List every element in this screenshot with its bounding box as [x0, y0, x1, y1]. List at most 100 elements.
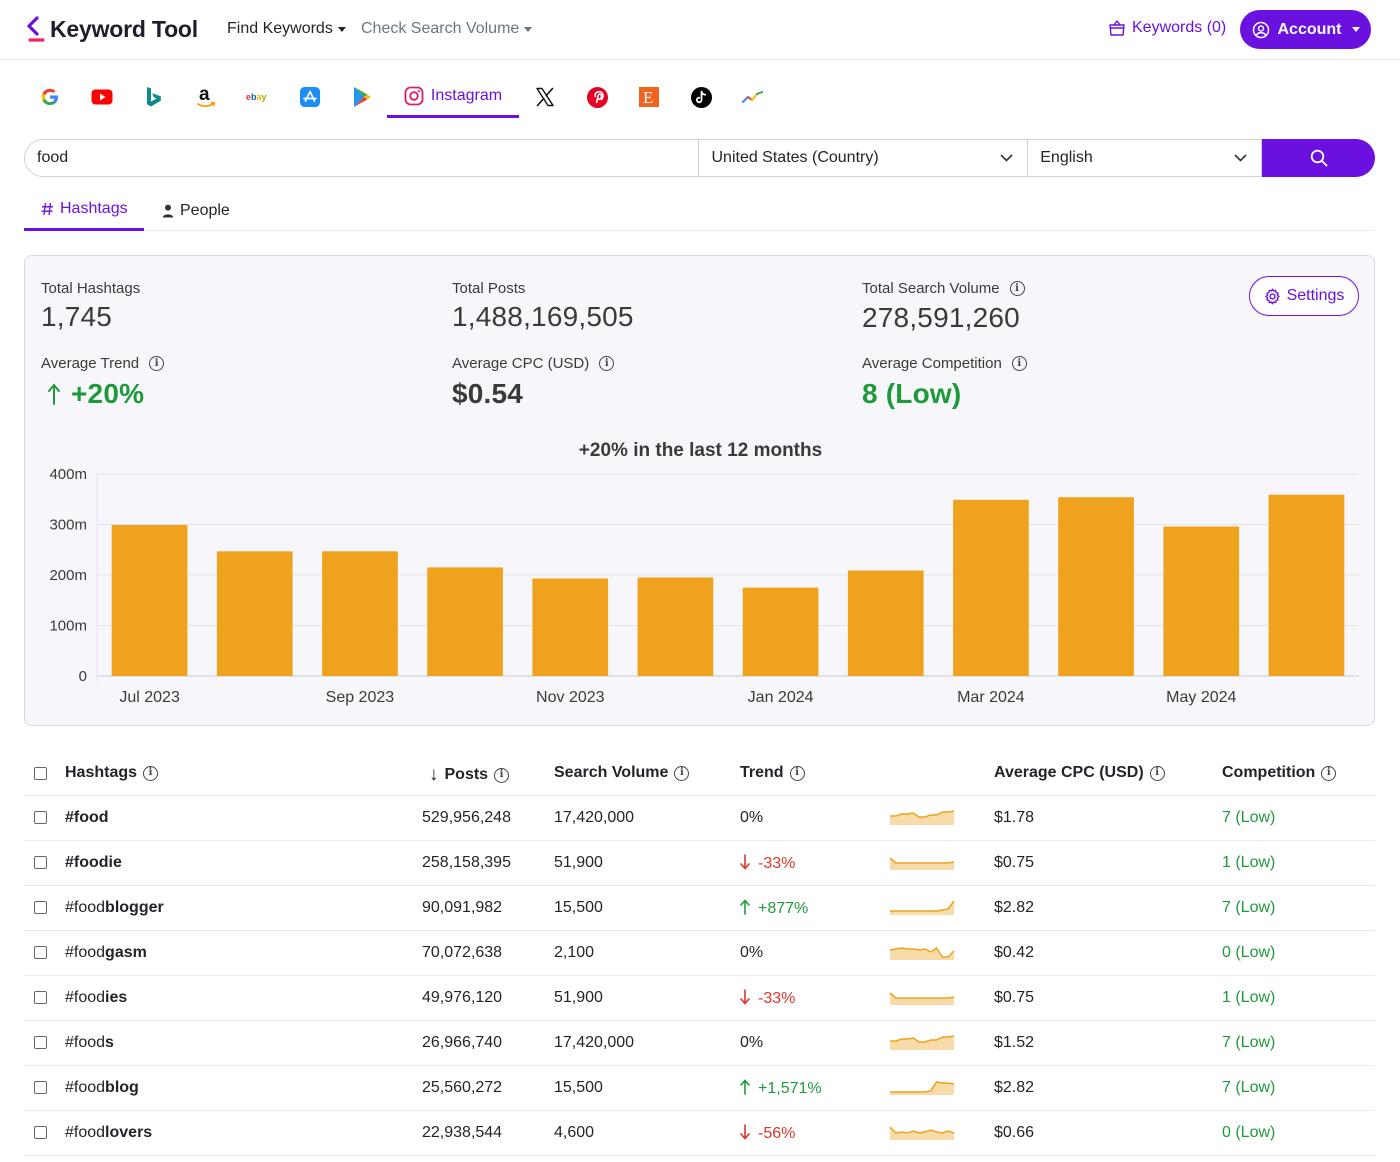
arrow-down-icon [740, 989, 750, 1005]
tab-youtube[interactable] [90, 76, 114, 118]
hashtag-cell[interactable]: #foodlovers [65, 1124, 152, 1142]
column-posts[interactable]: ↓ Posts i [429, 764, 510, 786]
account-label: Account [1277, 20, 1342, 38]
row-checkbox[interactable] [34, 811, 47, 824]
tab-tiktok[interactable] [689, 76, 713, 118]
select-all-checkbox[interactable] [34, 767, 47, 780]
tab-pinterest[interactable] [585, 76, 609, 118]
keywords-basket-link[interactable]: Keywords (0) [1108, 19, 1226, 37]
search-bar: United States (Country) English [24, 139, 1375, 177]
nav-check-search-volume[interactable]: Check Search Volume [361, 20, 533, 38]
hashtag-suffix: blogger [105, 899, 164, 916]
tab-ebay[interactable]: ebay [246, 76, 270, 118]
chart-title: +20% in the last 12 months [578, 440, 823, 461]
bing-icon [147, 87, 161, 107]
info-icon[interactable]: i [143, 765, 159, 781]
info-icon[interactable]: i [599, 356, 615, 371]
average-cpc-cell: $2.82 [994, 1079, 1035, 1096]
row-checkbox[interactable] [34, 991, 47, 1004]
tab-hashtags[interactable]: Hashtags [24, 190, 144, 231]
search-volume-cell: 2,100 [554, 944, 595, 961]
info-icon[interactable]: i [1321, 765, 1337, 781]
tab-people[interactable]: People [162, 190, 230, 231]
table-row[interactable]: #foodie 258,158,395 51,900 -33% $0.75 1 (Low) [24, 841, 1375, 886]
info-icon[interactable]: i [1149, 765, 1165, 781]
competition-cell: 7 (Low) [1222, 1034, 1276, 1051]
column-hashtags[interactable]: Hashtags i [65, 764, 159, 782]
x-tick-label: May 2024 [1166, 689, 1236, 706]
info-icon[interactable]: i [789, 765, 805, 781]
row-checkbox[interactable] [34, 1126, 47, 1139]
info-icon[interactable]: i [149, 356, 165, 371]
hashtag-cell[interactable]: #foodblogger [65, 899, 164, 917]
account-button[interactable]: Account [1240, 10, 1371, 49]
table-row[interactable]: #foodgasm 70,072,638 2,100 0% $0.42 0 (Low) [24, 931, 1375, 976]
tab-amazon[interactable]: a [194, 76, 218, 118]
info-icon[interactable]: i [1011, 356, 1027, 371]
trend-value: 0% [740, 944, 764, 961]
sparkline-line [889, 1126, 955, 1134]
tab-etsy[interactable]: E [637, 76, 661, 118]
hashtag-cell[interactable]: #food [65, 809, 109, 827]
hashtag-cell[interactable]: #foods [65, 1034, 114, 1052]
trend-sparkline [890, 900, 955, 915]
y-tick-label: 300m [49, 517, 87, 534]
keyword-search-input[interactable] [24, 139, 700, 177]
bar [637, 577, 714, 676]
total-hashtags-value: 1,745 [41, 301, 113, 332]
nav-find-keywords[interactable]: Find Keywords [227, 20, 346, 38]
tab-instagram[interactable]: Instagram [387, 76, 519, 118]
column-competition[interactable]: Competition i [1222, 764, 1337, 782]
table-row[interactable]: #foodies 49,976,120 51,900 -33% $0.75 1 (Low) [24, 976, 1375, 1021]
x-tick-label: Nov 2023 [536, 689, 605, 706]
posts-cell: 22,938,544 [422, 1124, 503, 1141]
tab-play-store[interactable] [350, 76, 374, 118]
tab-google[interactable] [38, 76, 62, 118]
caret-down-icon [337, 26, 346, 32]
row-checkbox[interactable] [34, 856, 47, 869]
competition-cell: 7 (Low) [1222, 899, 1276, 916]
table-row[interactable]: #foodlovers 22,938,544 4,600 -56% $0.66 0 (Lo… [24, 1111, 1375, 1156]
hashtag-cell[interactable]: #foodie [65, 854, 122, 872]
sparkline-line [889, 946, 955, 958]
tab-bing[interactable] [142, 76, 166, 118]
tab-trends[interactable] [741, 76, 765, 118]
average-cpc-cell: $2.82 [994, 899, 1035, 916]
table-row[interactable]: #food 529,956,248 17,420,000 0% $1.78 7 (Low) [24, 796, 1375, 841]
basket-icon [1109, 20, 1125, 36]
column-average-cpc[interactable]: Average CPC (USD) i [994, 764, 1165, 782]
language-select[interactable]: English [1028, 139, 1263, 177]
settings-button[interactable]: Settings [1249, 276, 1359, 316]
row-checkbox[interactable] [34, 946, 47, 959]
country-select[interactable]: United States (Country) [699, 139, 1029, 177]
column-trend[interactable]: Trend i [740, 764, 805, 782]
tab-people-label: People [180, 201, 230, 219]
hashtag-cell[interactable]: #foodies [65, 989, 127, 1007]
logo-icon [27, 16, 45, 42]
hashtag-prefix: #food [65, 1079, 106, 1096]
search-button[interactable] [1262, 139, 1375, 177]
table-row[interactable]: #foodblog 25,560,272 15,500 +1,571% $2.82 7 (… [24, 1066, 1375, 1111]
row-checkbox[interactable] [34, 1081, 47, 1094]
hashtag-suffix: lovers [105, 1124, 153, 1141]
info-icon[interactable]: i [494, 767, 510, 783]
hashtag-cell[interactable]: #foodgasm [65, 944, 147, 962]
hashtag-cell[interactable]: #foodblog [65, 1079, 139, 1097]
info-icon[interactable]: i [1009, 281, 1025, 296]
search-volume-cell: 51,900 [554, 854, 603, 871]
tab-x[interactable] [533, 76, 557, 118]
top-navbar: Keyword Tool Find Keywords Check Search … [0, 0, 1400, 60]
row-checkbox[interactable] [34, 901, 47, 914]
column-search-volume[interactable]: Search Volume i [554, 764, 690, 782]
tab-app-store[interactable] [298, 76, 322, 118]
table-row[interactable]: #foods 26,966,740 17,420,000 0% $1.52 7 (Low) [24, 1021, 1375, 1066]
arrow-up-icon [48, 383, 60, 405]
trend-bar-chart: 0 100m 200m 300m 400m Jul 2023 Sep 2023 Nov 202… [49, 466, 1359, 706]
competition-cell: 1 (Low) [1222, 989, 1276, 1006]
info-icon[interactable]: i [674, 765, 690, 781]
logo[interactable]: Keyword Tool [26, 14, 198, 44]
table-row[interactable]: #foodblogger 90,091,982 15,500 +877% $2.82 7 … [24, 886, 1375, 931]
trend-cell: -33% [740, 989, 795, 1008]
x-tick-label: Mar 2024 [957, 689, 1025, 706]
row-checkbox[interactable] [34, 1036, 47, 1049]
